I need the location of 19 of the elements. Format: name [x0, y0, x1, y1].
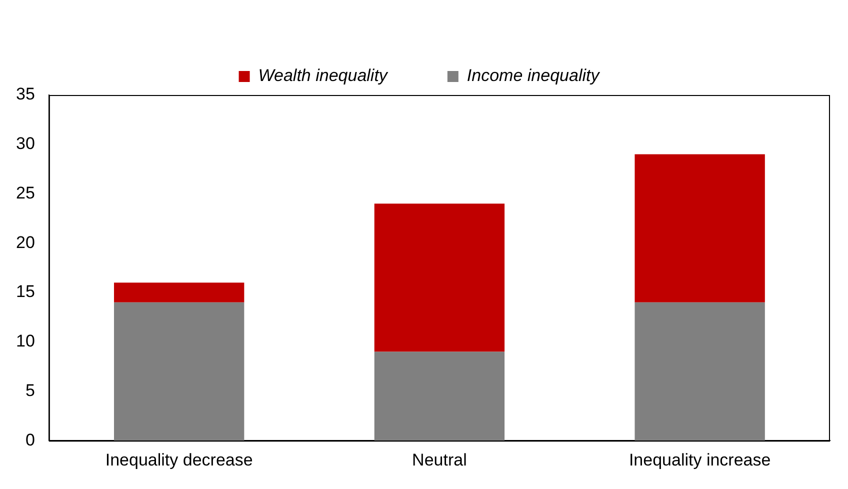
legend-label: Income inequality	[466, 66, 601, 86]
y-tick-label: 30	[16, 134, 35, 154]
y-tick-label: 20	[16, 232, 35, 252]
x-tick-label: Neutral	[412, 450, 467, 470]
bar	[374, 204, 505, 352]
x-tick-label: Inequality increase	[628, 450, 771, 470]
bar	[114, 302, 244, 441]
legend-label: Wealth inequality	[258, 66, 389, 86]
y-tick-label: 35	[16, 84, 35, 104]
bar	[114, 282, 244, 302]
y-tick-label: 25	[16, 183, 35, 202]
y-tick-label: 15	[16, 282, 35, 302]
bar	[634, 302, 765, 441]
y-tick-label: 10	[16, 332, 35, 351]
bar	[634, 154, 765, 302]
y-tick-label: 0	[25, 430, 35, 450]
x-tick-label: Inequality decrease	[105, 450, 253, 470]
bar	[374, 352, 505, 441]
y-tick-label: 5	[25, 380, 35, 400]
